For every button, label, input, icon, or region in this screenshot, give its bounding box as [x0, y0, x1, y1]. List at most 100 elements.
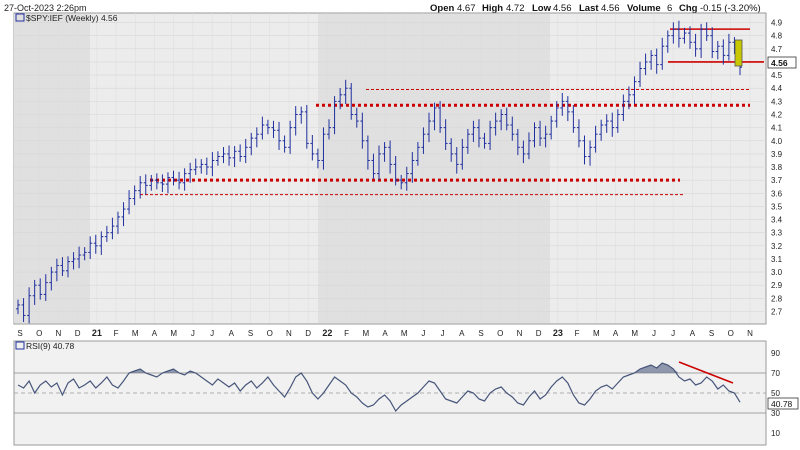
ohlc-bar	[482, 132, 487, 149]
ohlc-bar	[360, 112, 365, 149]
ohlc-bar	[538, 120, 543, 147]
ohlc-bar	[476, 119, 481, 148]
ohlc-bar	[554, 101, 559, 128]
ohlc-bar	[199, 159, 204, 174]
x-tick-label: 23	[553, 328, 563, 338]
price-y-tick: 3.8	[771, 163, 783, 172]
ohlc-bar	[593, 125, 598, 153]
x-tick-label: A	[459, 329, 465, 338]
ohlc-bar	[688, 26, 693, 49]
x-tick-label: A	[690, 329, 696, 338]
header-date: 27-Oct-2023 2:26pm	[4, 3, 87, 13]
ohlc-bar	[338, 87, 343, 110]
ohlc-bar	[327, 119, 332, 140]
ohlc-bar	[626, 86, 631, 110]
x-tick-label: D	[305, 329, 311, 338]
ohlc-bar	[676, 20, 681, 48]
rsi-legend-text: RSI(9) 40.78	[26, 341, 74, 351]
rsi-y-tick: 10	[771, 429, 780, 438]
ohlc-bar	[532, 122, 537, 148]
ohlc-bar	[27, 287, 32, 324]
low-label: Low	[532, 3, 552, 14]
ohlc-bar	[576, 119, 581, 148]
ohlc-bar	[382, 142, 387, 162]
rsi-trendline	[678, 361, 734, 384]
price-y-tick: 3.0	[771, 268, 783, 277]
x-tick-label: S	[17, 329, 22, 338]
ohlc-bar	[304, 105, 309, 149]
ohlc-bar	[493, 112, 498, 136]
ohlc-bar	[610, 112, 615, 137]
x-tick-label: J	[421, 329, 425, 338]
ohlc-bar	[549, 115, 554, 140]
ohlc-bar	[143, 174, 148, 195]
price-legend: $SPY:IEF (Weekly) 4.56	[15, 13, 118, 23]
x-tick-label: J	[191, 329, 195, 338]
ohlc-bar	[54, 258, 59, 282]
x-tick-label: F	[114, 329, 119, 338]
ohlc-bar	[221, 147, 226, 164]
open-value: 4.67	[457, 3, 476, 14]
x-tick-label: S	[478, 329, 483, 338]
x-tick-label: N	[56, 329, 62, 338]
ohlc-bar	[399, 174, 404, 190]
ohlc-bar	[699, 23, 704, 59]
ohlc-bar	[488, 120, 493, 150]
x-tick-label: S	[248, 329, 253, 338]
ohlc-bar	[454, 147, 459, 174]
ohlc-bar	[671, 22, 676, 44]
chart-icon	[15, 13, 25, 22]
ohlc-bar	[604, 114, 609, 133]
x-tick-label: A	[382, 329, 388, 338]
x-tick-label: O	[267, 329, 273, 338]
ohlc-bar	[282, 135, 287, 153]
rsi-panel: 90 70 50 30 10 RSI(9) 40.78 40.78	[13, 340, 799, 446]
ohlc-bar	[465, 128, 470, 154]
ohlc-bar	[421, 127, 426, 154]
ohlc-bar	[260, 116, 265, 140]
rsi-value-tag: 40.78	[771, 399, 793, 409]
price-y-tick: 3.5	[771, 202, 783, 211]
ohlc-bar	[32, 279, 37, 305]
ohlc-bar	[110, 217, 115, 240]
ohlc-bar	[165, 172, 170, 194]
ohlc-bar	[293, 106, 298, 136]
ohlc-bar	[726, 33, 731, 61]
price-y-tick: 4.8	[771, 32, 783, 41]
ohlc-bar	[343, 79, 348, 104]
x-tick-label: O	[497, 329, 503, 338]
ohlc-bar	[460, 138, 465, 170]
rsi-y-tick: 90	[771, 349, 780, 358]
x-tick-label: J	[210, 329, 214, 338]
ohlc-bar	[388, 140, 393, 174]
ohlc-bar	[582, 135, 587, 165]
ohlc-bar	[621, 94, 626, 122]
x-tick-label: M	[631, 329, 638, 338]
ohlc-bar	[588, 140, 593, 166]
ohlc-bar	[393, 155, 398, 186]
price-y-tick: 4.4	[771, 84, 783, 93]
rsi-value-tag-box	[767, 397, 799, 410]
ohlc-bar	[49, 266, 54, 291]
open-label: Open	[430, 3, 454, 14]
ohlc-bar	[632, 76, 637, 104]
ohlc-bar	[277, 121, 282, 150]
price-y-tick: 4.9	[771, 19, 783, 28]
ohlc-bar	[60, 257, 65, 277]
ohlc-bar	[310, 134, 315, 161]
ohlc-bar	[210, 152, 215, 177]
x-tick-label: F	[575, 329, 580, 338]
x-tick-label: N	[517, 329, 523, 338]
ohlc-bar	[288, 120, 293, 154]
ohlc-bar	[649, 50, 654, 70]
ohlc-bar	[204, 157, 209, 175]
x-tick-label: N	[286, 329, 292, 338]
price-y-tick: 3.1	[771, 255, 783, 264]
ohlc-bar	[426, 112, 431, 143]
ohlc-bar	[721, 39, 726, 65]
price-y-tick: 4.7	[771, 45, 783, 54]
x-axis: S O N D 21 F M A M J J A S O N D 22 F M A M J J A S O N D 23 F M A M J J A S…	[17, 328, 753, 338]
ohlc-bar	[154, 173, 159, 190]
ohlc-bar	[188, 162, 193, 183]
